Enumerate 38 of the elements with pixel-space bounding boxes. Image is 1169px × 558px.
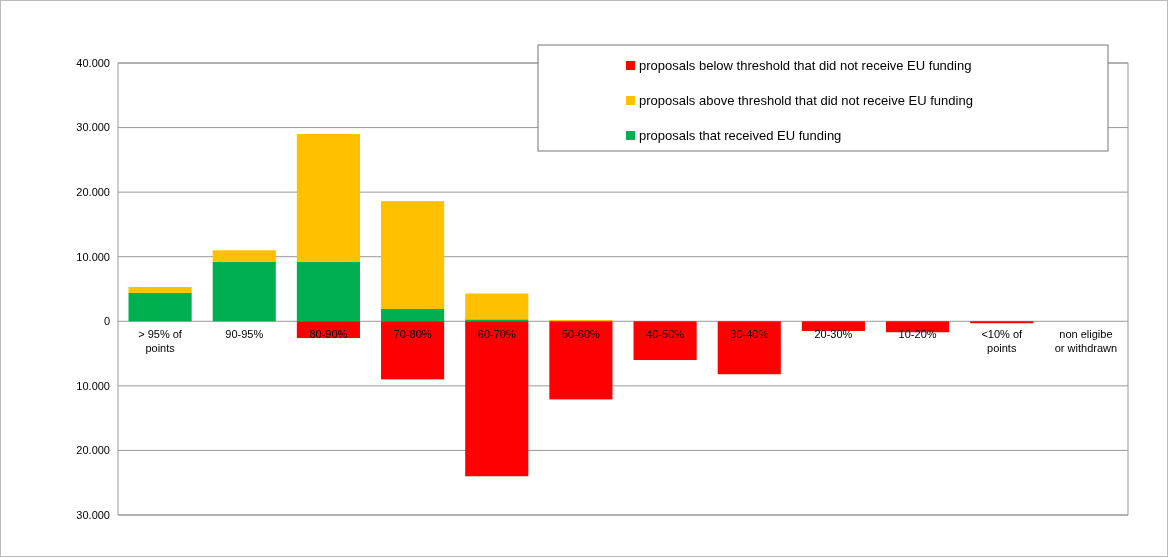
y-tick-label: 30.000: [76, 508, 110, 521]
legend-label: proposals below threshold that did not receive EU funding: [639, 57, 972, 73]
x-tick-label: 70-80%: [393, 328, 432, 341]
bar: [717, 321, 781, 375]
x-tick-label: > 95% of points: [138, 328, 183, 355]
x-tick-label: 50-60%: [561, 328, 601, 341]
x-tick-label: <10% of points: [981, 328, 1024, 355]
bar: [801, 321, 865, 331]
bar: [465, 321, 529, 477]
x-tick-label: 60-70%: [477, 328, 516, 341]
y-tick-label: 30.000: [76, 121, 110, 134]
bar: [465, 293, 529, 320]
bar: [381, 321, 445, 380]
bar: [212, 261, 276, 322]
legend-label: proposals above threshold that did not receive EU funding: [639, 92, 973, 108]
bar: [549, 321, 613, 400]
y-tick-label: 20.000: [76, 444, 110, 457]
bar: [296, 261, 360, 322]
x-tick-label: 30-40%: [730, 328, 769, 341]
bar: [633, 321, 697, 361]
x-tick-label: non eligibe or withdrawn: [1054, 328, 1118, 355]
x-tick-label: 80-90%: [309, 328, 348, 341]
bar: [381, 201, 445, 310]
bar: [381, 309, 445, 322]
bar: [128, 287, 192, 293]
y-tick-label: 10.000: [76, 379, 110, 392]
bar: [212, 250, 276, 262]
bar: [296, 134, 360, 262]
x-tick-label: 10-20%: [898, 328, 937, 341]
legend-label: proposals that received EU funding: [639, 127, 842, 143]
x-tick-label: 20-30%: [814, 328, 853, 341]
x-tick-label: 40-50%: [646, 328, 685, 341]
bar: [128, 292, 192, 322]
y-tick-label: 0: [103, 315, 110, 328]
y-tick-label: 10.000: [76, 250, 110, 263]
y-tick-label: 20.000: [76, 185, 110, 198]
y-tick-label: 40.000: [76, 56, 110, 69]
x-tick-label: 90-95%: [225, 328, 264, 341]
